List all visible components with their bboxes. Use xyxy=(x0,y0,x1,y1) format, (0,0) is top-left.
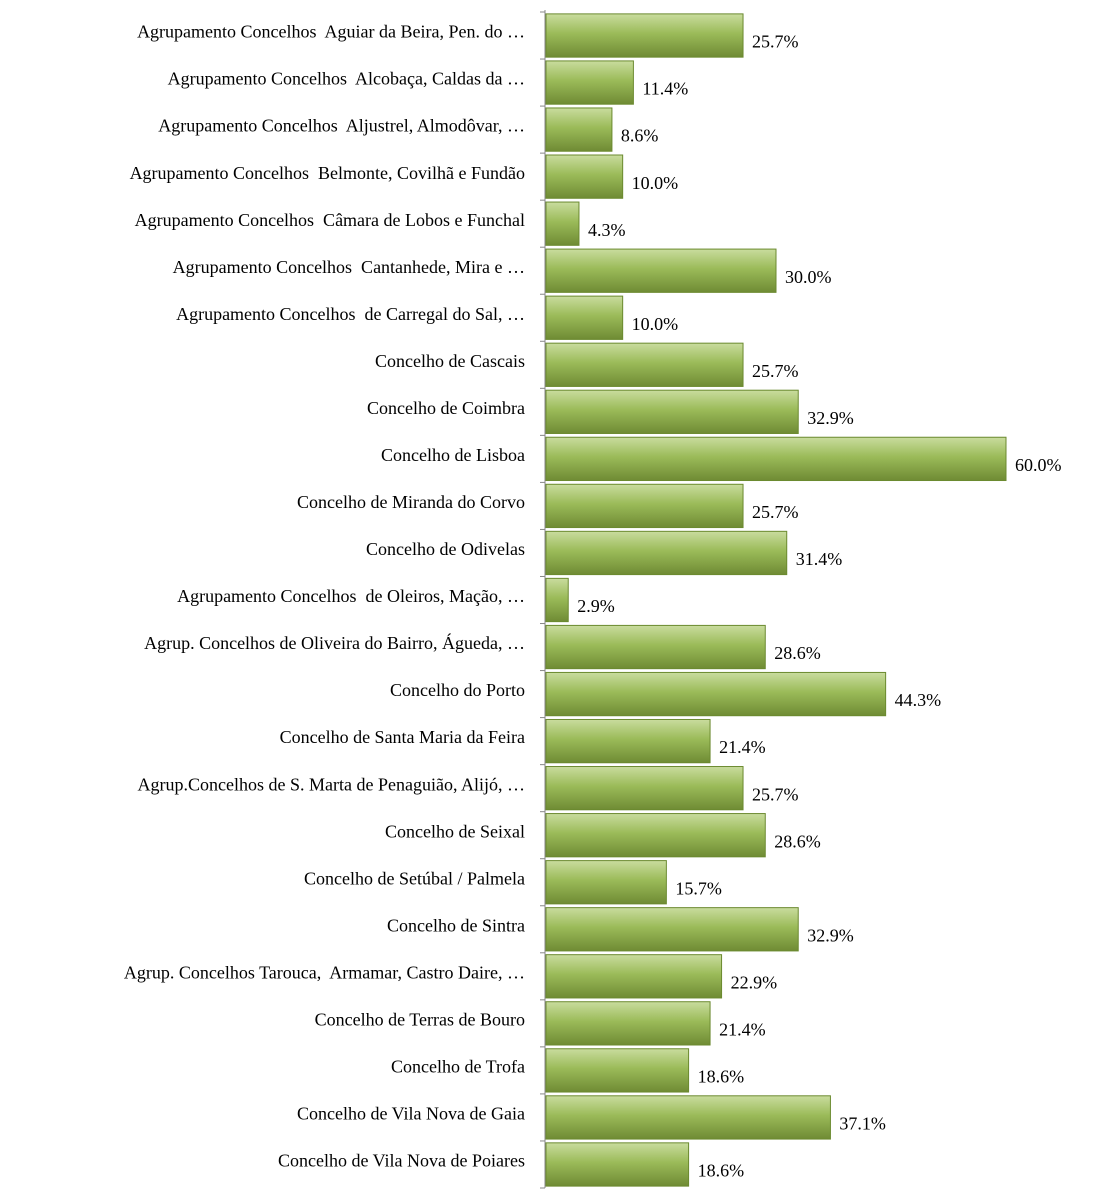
category-label: Concelho de Coimbra xyxy=(367,398,525,418)
bar xyxy=(545,813,766,858)
bar xyxy=(545,436,1007,482)
category-label: Agrup. Concelhos de Oliveira do Bairro, … xyxy=(144,632,525,653)
value-label: 31.4% xyxy=(796,549,843,569)
category-label: Agrupamento Concelhos de Carregal do Sal… xyxy=(176,304,525,324)
value-label: 30.0% xyxy=(785,267,832,287)
bar xyxy=(545,60,634,105)
category-label: Concelho de Odivelas xyxy=(366,539,525,559)
value-label: 10.0% xyxy=(632,314,679,334)
bar xyxy=(545,530,788,576)
value-label: 21.4% xyxy=(719,1019,766,1039)
bar xyxy=(545,483,744,529)
category-label: Concelho de Vila Nova de Poiares xyxy=(278,1151,525,1171)
category-label: Agrupamento Concelhos Aguiar da Beira, P… xyxy=(137,22,525,42)
bar xyxy=(545,1095,831,1140)
value-label: 22.9% xyxy=(731,972,778,992)
category-label: Agrupamento Concelhos Cantanhede, Mira e… xyxy=(173,257,525,277)
category-label: Agrup. Concelhos Tarouca, Armamar, Castr… xyxy=(124,962,525,982)
bar xyxy=(545,389,799,434)
value-label: 21.4% xyxy=(719,737,766,757)
category-label: Concelho de Terras de Bouro xyxy=(315,1009,525,1029)
value-label: 25.7% xyxy=(752,784,799,804)
value-label: 60.0% xyxy=(1015,455,1062,475)
category-label: Agrupamento Concelhos Câmara de Lobos e … xyxy=(135,210,525,230)
bar xyxy=(545,107,613,152)
category-label: Concelho de Sintra xyxy=(387,915,525,935)
value-label: 8.6% xyxy=(621,126,659,146)
value-label: 37.1% xyxy=(839,1114,886,1134)
value-label: 25.7% xyxy=(752,32,799,52)
category-label: Agrupamento Concelhos Alcobaça, Caldas d… xyxy=(168,69,525,89)
category-label: Concelho de Setúbal / Palmela xyxy=(304,868,525,888)
category-label: Concelho do Porto xyxy=(390,680,525,700)
value-label: 28.6% xyxy=(774,643,821,663)
bar xyxy=(545,1048,690,1093)
value-label: 11.4% xyxy=(642,79,688,99)
bar xyxy=(545,907,799,952)
bar xyxy=(545,13,744,58)
bar xyxy=(545,342,744,387)
bar xyxy=(545,954,723,999)
bar xyxy=(545,577,569,623)
category-label: Agrup.Concelhos de S. Marta de Penaguião… xyxy=(138,774,525,794)
value-label: 4.3% xyxy=(588,220,626,240)
value-label: 28.6% xyxy=(774,831,821,851)
value-label: 25.7% xyxy=(752,502,799,522)
category-label: Concelho de Santa Maria da Feira xyxy=(280,727,525,747)
value-label: 18.6% xyxy=(698,1161,745,1181)
bar xyxy=(545,624,766,670)
bar xyxy=(545,1001,711,1046)
category-label: Concelho de Miranda do Corvo xyxy=(297,492,525,512)
bar xyxy=(545,1142,690,1187)
bar xyxy=(545,766,744,811)
category-label: Concelho de Lisboa xyxy=(381,445,525,465)
value-label: 25.7% xyxy=(752,361,799,381)
value-label: 32.9% xyxy=(807,925,854,945)
bar xyxy=(545,671,887,717)
bar xyxy=(545,860,667,905)
value-label: 44.3% xyxy=(895,690,942,710)
bar xyxy=(545,295,624,340)
bar xyxy=(545,154,624,199)
value-label: 15.7% xyxy=(675,878,722,898)
category-label: Agrupamento Concelhos Belmonte, Covilhã … xyxy=(130,163,525,183)
value-label: 18.6% xyxy=(698,1067,745,1087)
category-label: Concelho de Cascais xyxy=(375,351,525,371)
category-label: Concelho de Trofa xyxy=(391,1057,525,1077)
bar xyxy=(545,201,580,246)
category-label: Agrupamento Concelhos de Oleiros, Mação,… xyxy=(177,586,525,606)
category-label: Concelho de Seixal xyxy=(385,821,525,841)
value-label: 32.9% xyxy=(807,408,854,428)
value-label: 10.0% xyxy=(632,173,679,193)
bar xyxy=(545,248,777,293)
category-label: Concelho de Vila Nova de Gaia xyxy=(297,1104,525,1124)
category-label: Agrupamento Concelhos Aljustrel, Almodôv… xyxy=(158,116,525,136)
value-label: 2.9% xyxy=(577,596,615,616)
bar xyxy=(545,718,711,764)
